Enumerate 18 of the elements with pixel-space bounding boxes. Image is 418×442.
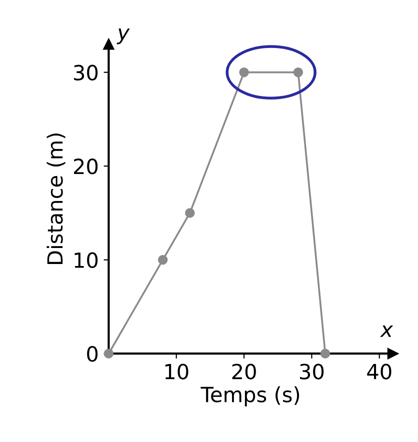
- point: [320, 348, 330, 358]
- x-tick-label: 40: [367, 364, 392, 380]
- y-tick-label: 30: [74, 64, 98, 81]
- point: [158, 254, 168, 265]
- point: [239, 67, 249, 78]
- point: [185, 208, 195, 218]
- x-tick-label: 30: [300, 364, 324, 380]
- annotation: x: [380, 326, 394, 337]
- annotation: y: [116, 28, 130, 44]
- x-axis-title: Temps (s): [200, 386, 300, 406]
- x-tick-label: 20: [232, 364, 256, 380]
- x-tick-label: 10: [165, 364, 188, 380]
- point: [104, 348, 114, 358]
- y-tick-label: 20: [74, 158, 98, 174]
- y-axis-title: Distance (m): [46, 134, 66, 264]
- y-tick-label: 0: [87, 346, 98, 362]
- point: [293, 67, 304, 78]
- y-tick-label: 10: [74, 252, 98, 268]
